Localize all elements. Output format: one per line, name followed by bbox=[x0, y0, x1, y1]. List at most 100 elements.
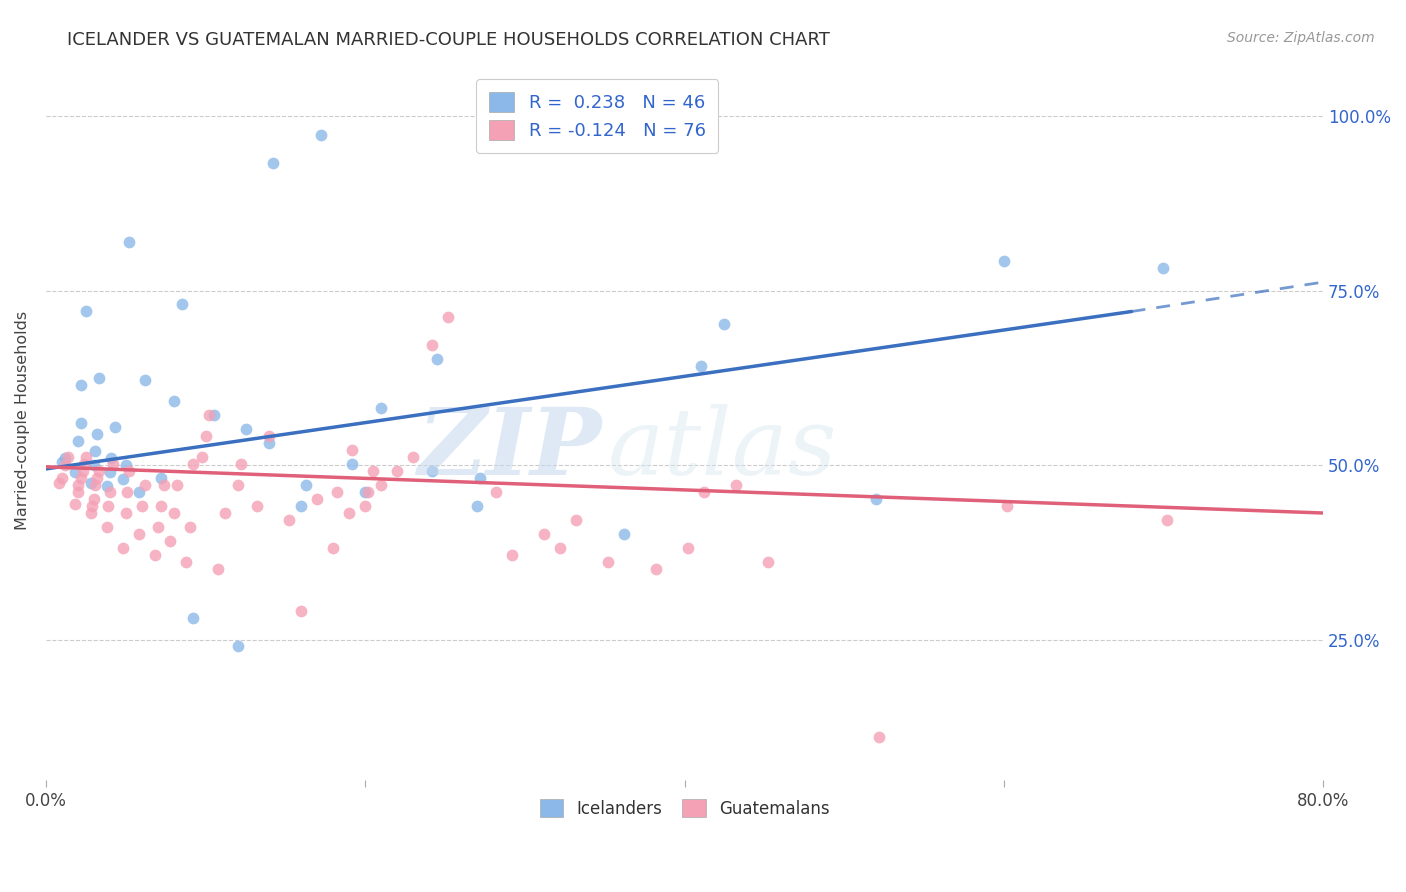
Point bbox=[565, 513, 588, 527]
Point bbox=[118, 464, 141, 478]
Point bbox=[114, 458, 136, 473]
Point bbox=[290, 604, 312, 618]
Point bbox=[354, 485, 377, 500]
Point bbox=[402, 450, 425, 464]
Point bbox=[322, 541, 344, 555]
Point bbox=[63, 497, 86, 511]
Point bbox=[163, 506, 186, 520]
Point bbox=[361, 464, 384, 478]
Point bbox=[163, 394, 186, 409]
Point bbox=[465, 499, 488, 513]
Point bbox=[100, 451, 122, 466]
Text: atlas: atlas bbox=[607, 404, 838, 494]
Point bbox=[995, 499, 1018, 513]
Point bbox=[485, 485, 508, 500]
Text: ZIP: ZIP bbox=[418, 404, 602, 494]
Point bbox=[325, 485, 347, 500]
Point bbox=[290, 499, 312, 513]
Point bbox=[198, 408, 221, 422]
Point bbox=[87, 371, 110, 385]
Point bbox=[51, 471, 73, 485]
Point bbox=[131, 499, 153, 513]
Point bbox=[97, 499, 120, 513]
Point bbox=[342, 457, 364, 471]
Point bbox=[337, 506, 360, 520]
Legend: Icelanders, Guatemalans: Icelanders, Guatemalans bbox=[531, 790, 838, 826]
Point bbox=[689, 359, 711, 373]
Point bbox=[58, 450, 80, 464]
Point bbox=[72, 464, 94, 478]
Point bbox=[259, 436, 281, 450]
Point bbox=[79, 475, 101, 490]
Point bbox=[87, 464, 110, 478]
Point bbox=[82, 499, 104, 513]
Point bbox=[73, 457, 96, 471]
Point bbox=[149, 499, 172, 513]
Point bbox=[149, 471, 172, 485]
Point bbox=[128, 527, 150, 541]
Point bbox=[98, 485, 121, 500]
Point bbox=[235, 422, 257, 436]
Point bbox=[114, 506, 136, 520]
Point bbox=[613, 527, 636, 541]
Point bbox=[426, 352, 449, 367]
Point bbox=[214, 506, 236, 520]
Point bbox=[307, 491, 329, 506]
Point bbox=[98, 466, 121, 480]
Point bbox=[159, 534, 181, 549]
Point bbox=[865, 491, 887, 506]
Point bbox=[153, 478, 176, 492]
Point bbox=[86, 471, 108, 485]
Point bbox=[63, 466, 86, 480]
Point bbox=[70, 378, 93, 392]
Point bbox=[166, 478, 188, 492]
Point bbox=[83, 458, 105, 473]
Point bbox=[84, 444, 107, 458]
Point bbox=[117, 485, 139, 500]
Point bbox=[501, 548, 523, 562]
Point bbox=[295, 478, 318, 492]
Point bbox=[262, 156, 284, 170]
Point bbox=[128, 485, 150, 500]
Point bbox=[644, 562, 666, 576]
Point bbox=[693, 485, 716, 500]
Point bbox=[357, 485, 380, 500]
Point bbox=[713, 317, 735, 331]
Point bbox=[181, 611, 204, 625]
Point bbox=[226, 478, 249, 492]
Point bbox=[70, 471, 93, 485]
Point bbox=[385, 464, 408, 478]
Point bbox=[179, 520, 201, 534]
Point bbox=[53, 458, 76, 473]
Point bbox=[724, 478, 747, 492]
Point bbox=[48, 475, 70, 490]
Point bbox=[96, 520, 118, 534]
Point bbox=[437, 310, 460, 324]
Point bbox=[342, 443, 364, 458]
Point bbox=[207, 562, 229, 576]
Point bbox=[1153, 261, 1175, 276]
Point bbox=[277, 513, 299, 527]
Point bbox=[420, 338, 443, 352]
Text: Source: ZipAtlas.com: Source: ZipAtlas.com bbox=[1227, 31, 1375, 45]
Point bbox=[84, 478, 107, 492]
Point bbox=[1156, 513, 1178, 527]
Point bbox=[83, 491, 105, 506]
Point bbox=[548, 541, 571, 555]
Point bbox=[229, 457, 252, 471]
Text: ICELANDER VS GUATEMALAN MARRIED-COUPLE HOUSEHOLDS CORRELATION CHART: ICELANDER VS GUATEMALAN MARRIED-COUPLE H… bbox=[67, 31, 831, 49]
Point bbox=[354, 499, 377, 513]
Point bbox=[226, 639, 249, 653]
Point bbox=[194, 429, 217, 443]
Point bbox=[101, 457, 124, 471]
Point bbox=[259, 429, 281, 443]
Point bbox=[66, 485, 89, 500]
Point bbox=[202, 408, 225, 422]
Point bbox=[756, 555, 779, 569]
Point bbox=[86, 426, 108, 441]
Point bbox=[370, 401, 392, 415]
Point bbox=[53, 451, 76, 466]
Point bbox=[134, 373, 156, 387]
Point bbox=[596, 555, 619, 569]
Point bbox=[868, 730, 890, 744]
